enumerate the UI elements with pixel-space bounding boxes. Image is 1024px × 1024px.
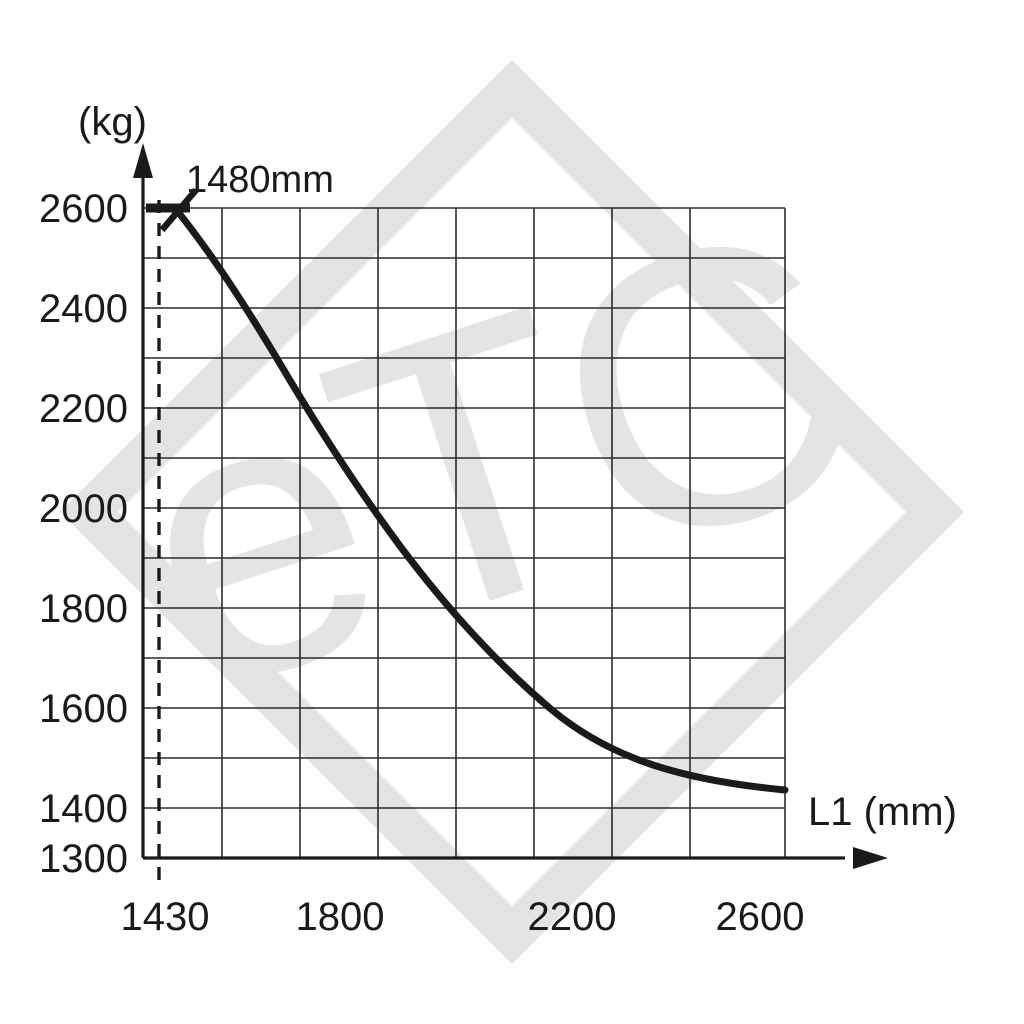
- y-tick-label: 2600: [39, 187, 128, 231]
- horizontal-gridlines: [143, 207, 785, 809]
- plot-grid: [143, 207, 786, 858]
- x-tick-label: 1430: [121, 895, 210, 939]
- load-capacity-curve: [171, 204, 789, 794]
- y-axis-unit-label: (kg): [78, 100, 147, 144]
- curve-start-tick-icon: [159, 187, 199, 233]
- x-tick-label: 1800: [296, 895, 385, 939]
- annotation-1480mm: 1480mm: [186, 159, 334, 201]
- y-tick-label: 2400: [39, 287, 128, 331]
- y-tick-labels: 2600 2400 2200 2000 1800 1600 1400 1300: [39, 187, 128, 881]
- x-tick-label: 2600: [716, 895, 805, 939]
- x-tick-label: 2200: [528, 895, 617, 939]
- y-tick-label: 2000: [39, 487, 128, 531]
- axes: [133, 143, 888, 869]
- y-tick-label: 2200: [39, 387, 128, 431]
- y-axis-arrow-icon: [133, 143, 153, 178]
- y-tick-label: 1300: [39, 837, 128, 881]
- watermark-diamond-icon: [60, 60, 964, 964]
- y-tick-label: 1400: [39, 787, 128, 831]
- x-axis-arrow-icon: [853, 847, 888, 869]
- y-tick-label: 1800: [39, 587, 128, 631]
- x-tick-labels: 1430 1800 2200 2600: [121, 895, 805, 939]
- y-tick-label: 1600: [39, 687, 128, 731]
- x-axis-label: L1 (mm): [808, 790, 957, 834]
